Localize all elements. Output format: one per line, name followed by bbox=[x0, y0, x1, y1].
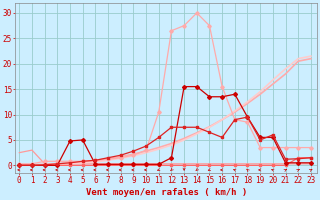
X-axis label: Vent moyen/en rafales ( km/h ): Vent moyen/en rafales ( km/h ) bbox=[86, 188, 247, 197]
